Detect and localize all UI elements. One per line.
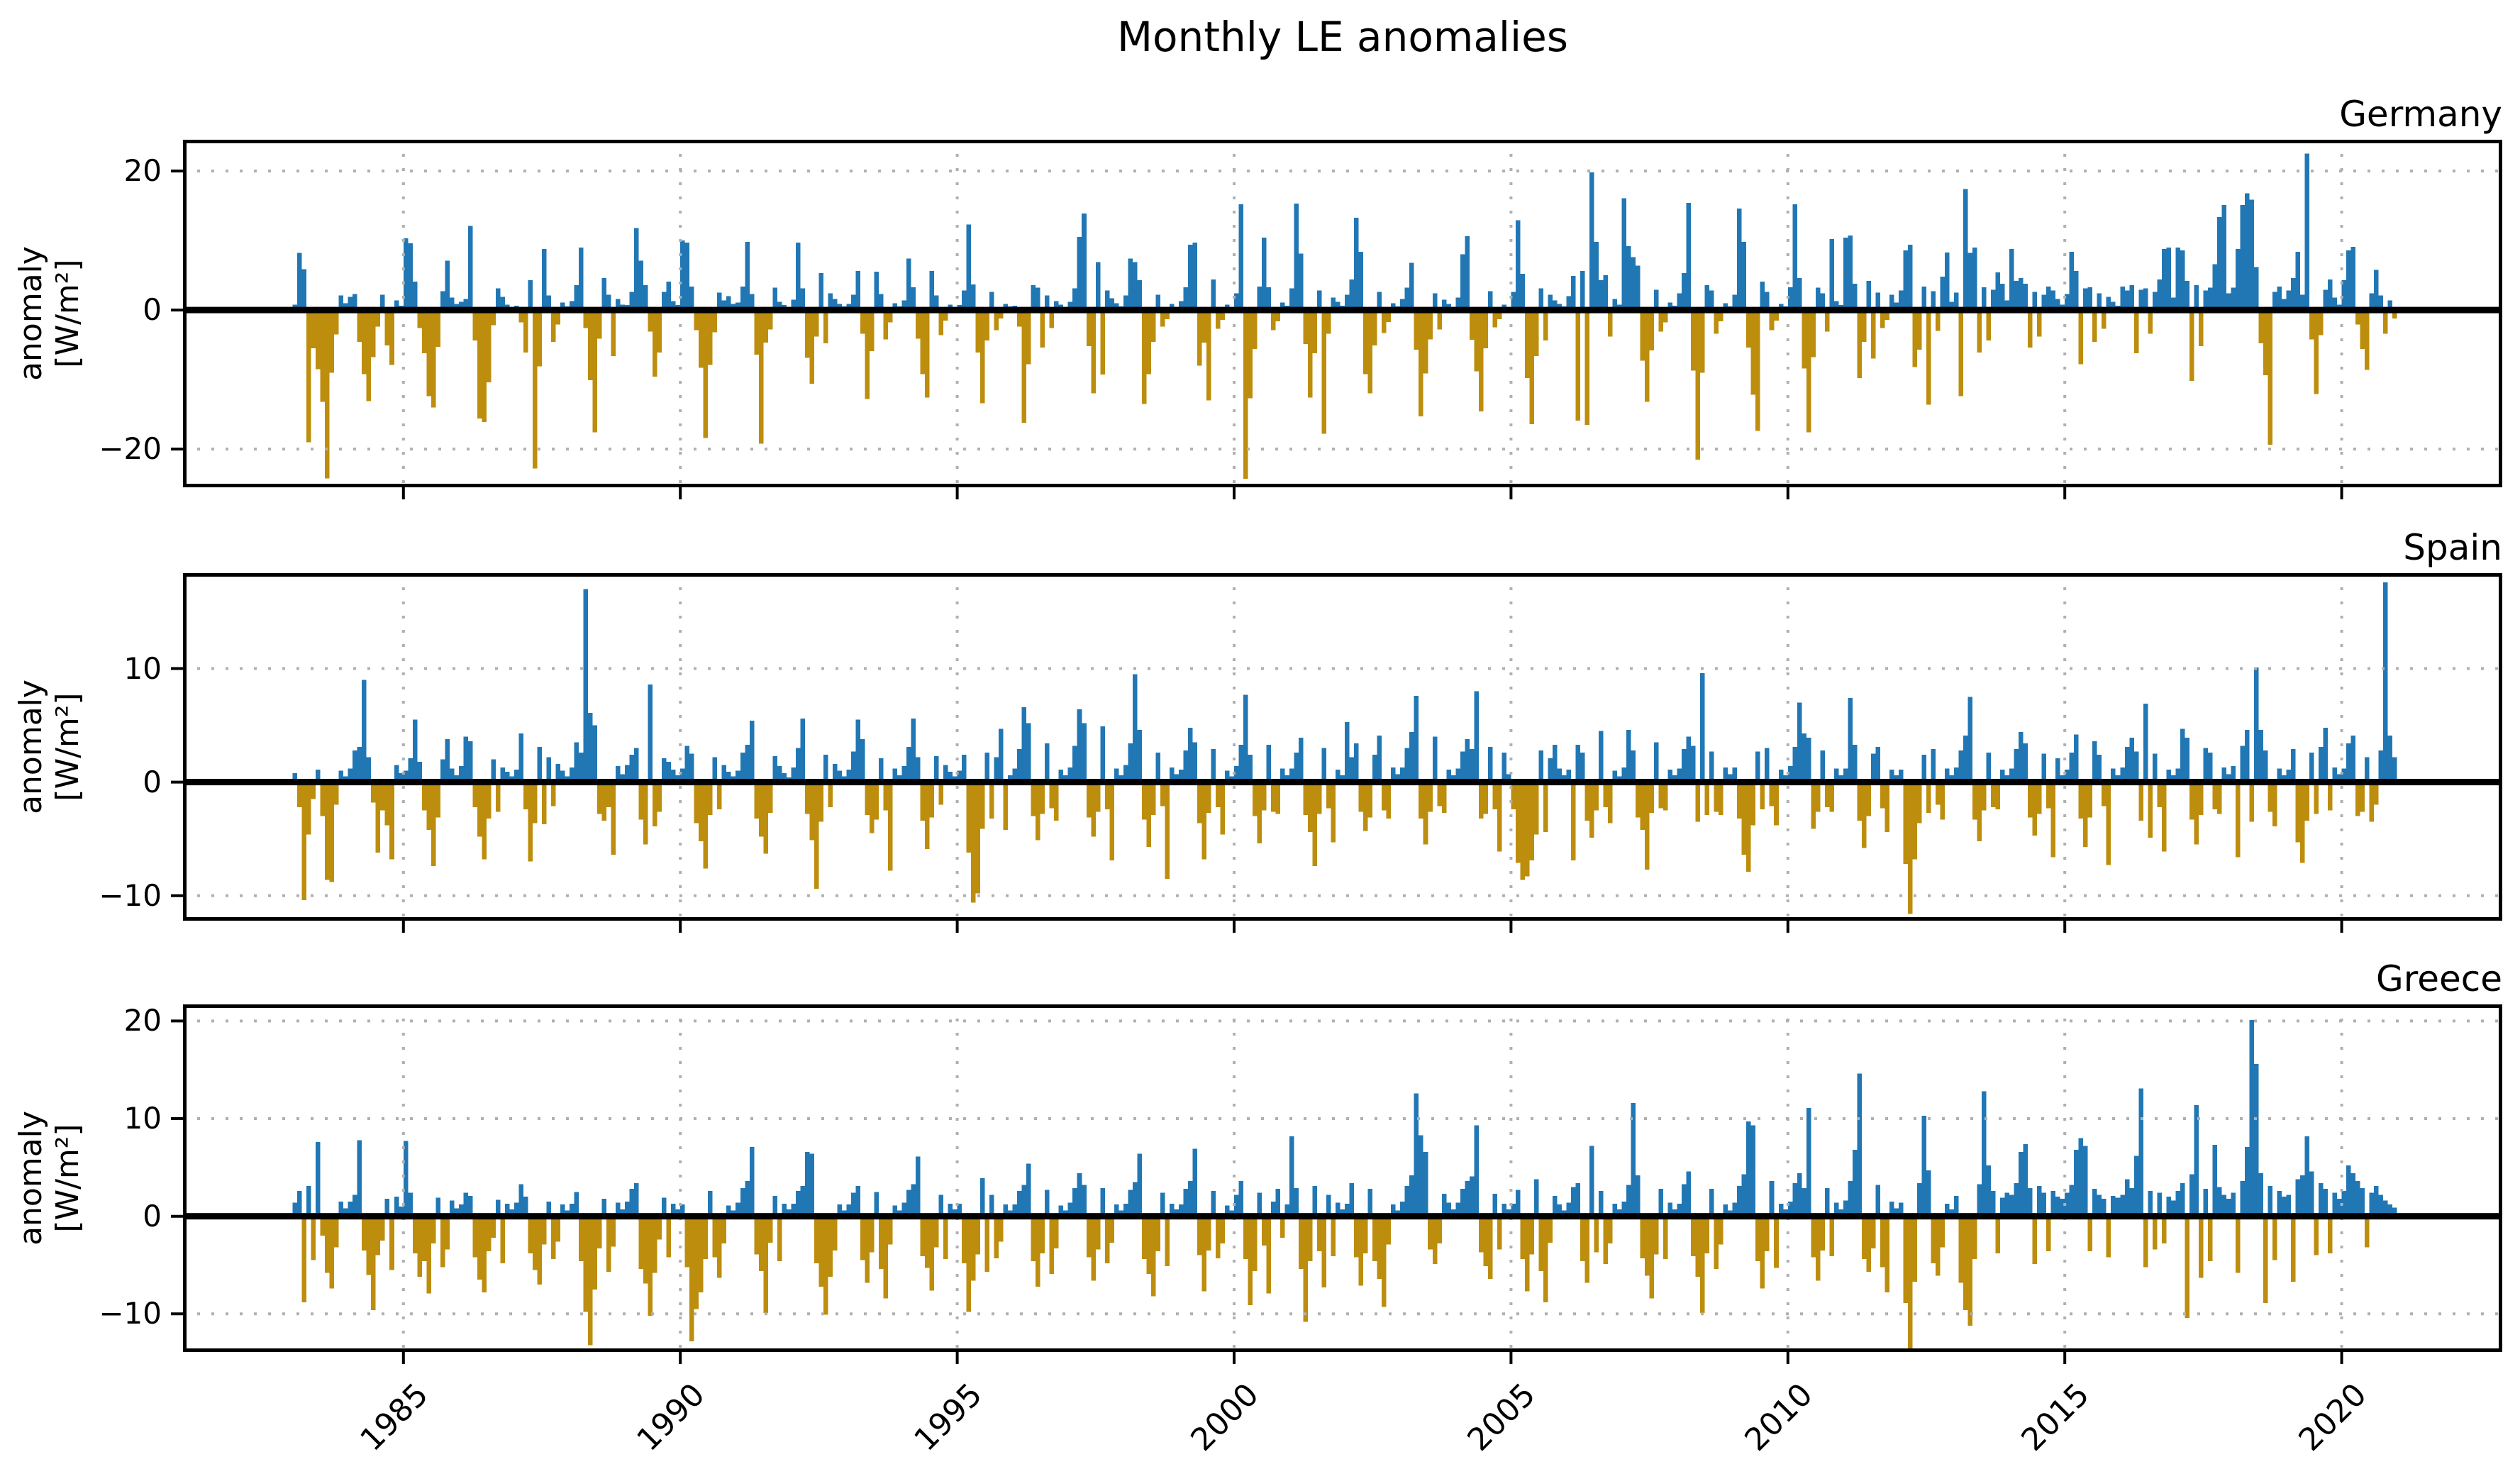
x-tick-label: 2005: [1460, 1376, 1543, 1458]
gridlines: [183, 1004, 2502, 1352]
y-tick-label: −10: [99, 877, 162, 913]
y-tick-label: 0: [143, 764, 162, 799]
bars: [292, 153, 2397, 479]
y-tick-label: 20: [123, 1003, 162, 1038]
x-tick-label: 2010: [1738, 1376, 1820, 1458]
x-tick-label: 2020: [2291, 1376, 2374, 1458]
axes-spines: [183, 140, 2502, 487]
tick-marks: [171, 1019, 2343, 1364]
zero-line: [183, 306, 2502, 314]
gridlines: [183, 140, 2502, 487]
zero-line: [183, 1213, 2502, 1220]
y-tick-label: 10: [123, 1101, 162, 1136]
panel-greece: [171, 1004, 2502, 1364]
zero-line: [183, 779, 2502, 786]
axes-spines: [183, 573, 2502, 921]
x-tick-label: 1990: [630, 1376, 712, 1458]
chart-title: Monthly LE anomalies: [1116, 13, 1569, 61]
x-tick-label: 1995: [906, 1376, 989, 1458]
panel-label-germany: Germany: [2339, 94, 2502, 135]
panel-spain: [171, 573, 2502, 933]
y-tick-label: 10: [123, 650, 162, 686]
y-tick-label: 20: [123, 153, 162, 189]
panel-label-greece: Greece: [2376, 958, 2502, 999]
y-tick-label: 0: [143, 292, 162, 328]
plot-area-spain: [171, 573, 2502, 933]
y-tick-label: 0: [143, 1198, 162, 1234]
y-tick-label: −10: [99, 1296, 162, 1331]
y-tick-label: −20: [99, 431, 162, 467]
plot-area-germany: [171, 140, 2502, 499]
bars: [292, 582, 2397, 914]
bars: [292, 1020, 2397, 1349]
tick-marks: [171, 170, 2343, 499]
panel-label-spain: Spain: [2403, 527, 2502, 568]
x-tick-label: 2000: [1184, 1376, 1266, 1458]
gridlines: [183, 573, 2502, 921]
x-tick-label: 1985: [353, 1376, 435, 1458]
plot-area-greece: [171, 1004, 2502, 1364]
x-tick-label: 2015: [2014, 1376, 2097, 1458]
panel-germany: [171, 140, 2502, 499]
axes-spines: [183, 1004, 2502, 1352]
tick-marks: [171, 667, 2343, 933]
